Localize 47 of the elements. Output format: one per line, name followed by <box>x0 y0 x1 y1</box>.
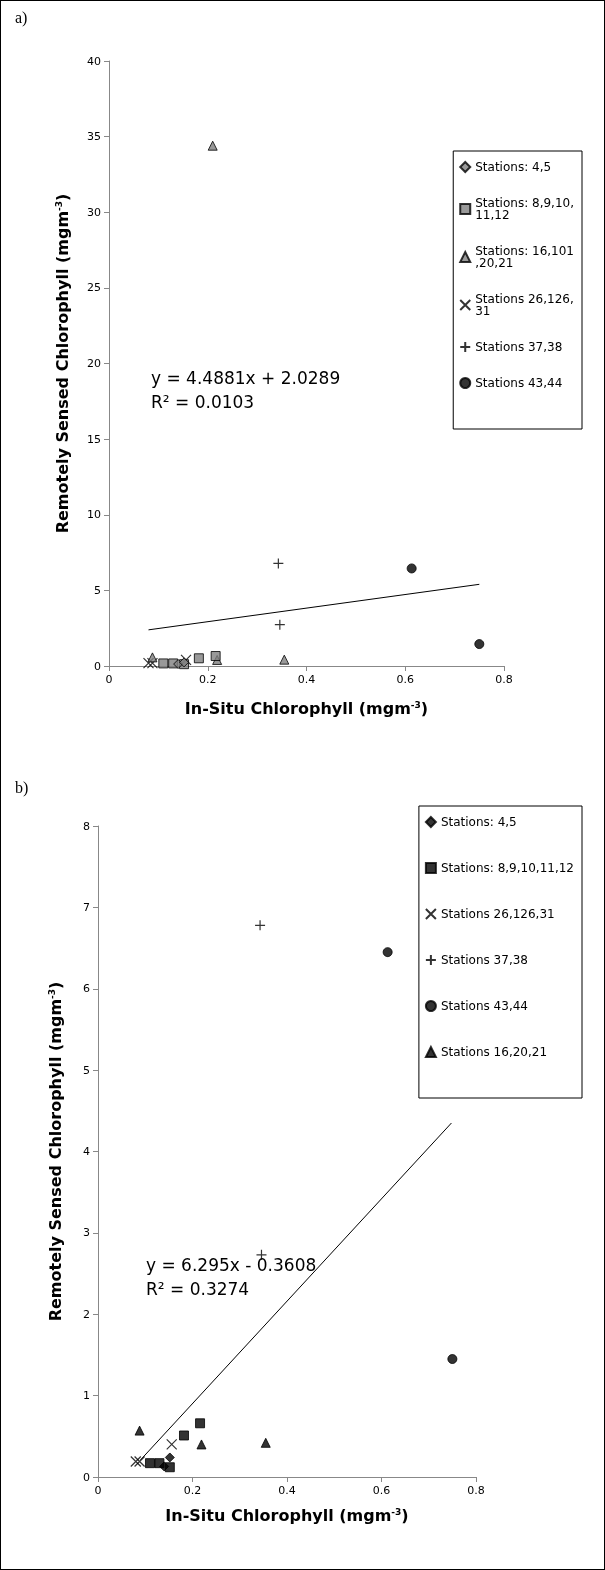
legend-label: Stations 43,44 <box>475 376 563 390</box>
y-tick-label: 7 <box>83 900 90 914</box>
y-tick-label: 25 <box>87 281 101 295</box>
legend-label: Stations 16,20,21 <box>440 1045 548 1059</box>
x-tick-label: 0.6 <box>372 1484 391 1497</box>
legend-label: Stations: 4,5 <box>475 160 552 174</box>
chart-title: a) <box>15 9 28 27</box>
y-tick-label: 15 <box>87 432 101 446</box>
y-tick-label: 35 <box>87 130 101 144</box>
chart-title: b) <box>15 779 29 797</box>
legend-label: Stations 26,126,31 <box>475 292 574 318</box>
x-tick-label: 0.2 <box>199 673 217 686</box>
x-tick-label: 0.2 <box>183 1484 202 1497</box>
y-tick-label: 3 <box>83 1226 90 1240</box>
y-tick-label: 0 <box>83 1470 90 1484</box>
legend-label: Stations: 16,101,20,21 <box>475 244 575 270</box>
x-tick-label: 0.4 <box>278 1484 296 1497</box>
y-tick-label: 2 <box>83 1307 90 1321</box>
x-tick-label: 0.8 <box>495 673 513 686</box>
x-tick-label: 0 <box>105 673 113 686</box>
y-tick-label: 5 <box>83 1063 90 1077</box>
legend-label: Stations 37,38 <box>440 953 528 967</box>
annotation: y = 6.295x - 0.3608 <box>146 1254 317 1275</box>
legend-label: Stations: 8,9,10,11,12 <box>475 196 575 222</box>
y-tick-label: 8 <box>83 819 90 833</box>
y-axis-title: Remotely Sensed Chlorophyll (mgm-3) <box>53 193 72 534</box>
y-tick-label: 4 <box>83 1145 90 1158</box>
legend-label: Stations 37,38 <box>475 340 563 354</box>
y-tick-label: 30 <box>87 205 101 219</box>
legend-label: Stations: 4,5 <box>440 815 517 829</box>
y-axis-title: Remotely Sensed Chlorophyll (mgm-3) <box>46 981 65 1322</box>
annotation: R² = 0.0103 <box>151 391 255 412</box>
x-tick-label: 0.4 <box>297 673 316 686</box>
y-tick-label: 10 <box>87 508 101 522</box>
legend-label: Stations 43,44 <box>440 999 528 1013</box>
x-tick-label: 0.6 <box>396 673 414 686</box>
y-tick-label: 20 <box>87 357 101 370</box>
y-tick-label: 0 <box>94 659 101 673</box>
y-tick-label: 6 <box>83 982 90 996</box>
x-tick-label: 0.8 <box>467 1484 485 1497</box>
y-tick-label: 40 <box>87 54 101 68</box>
legend-label: Stations 26,126,31 <box>440 907 555 921</box>
y-tick-label: 1 <box>83 1389 90 1403</box>
annotation: R² = 0.3274 <box>146 1278 250 1299</box>
annotation: y = 4.4881x + 2.0289 <box>151 367 341 388</box>
y-tick-label: 5 <box>94 583 101 597</box>
legend-label: Stations: 8,9,10,11,12 <box>440 861 574 875</box>
